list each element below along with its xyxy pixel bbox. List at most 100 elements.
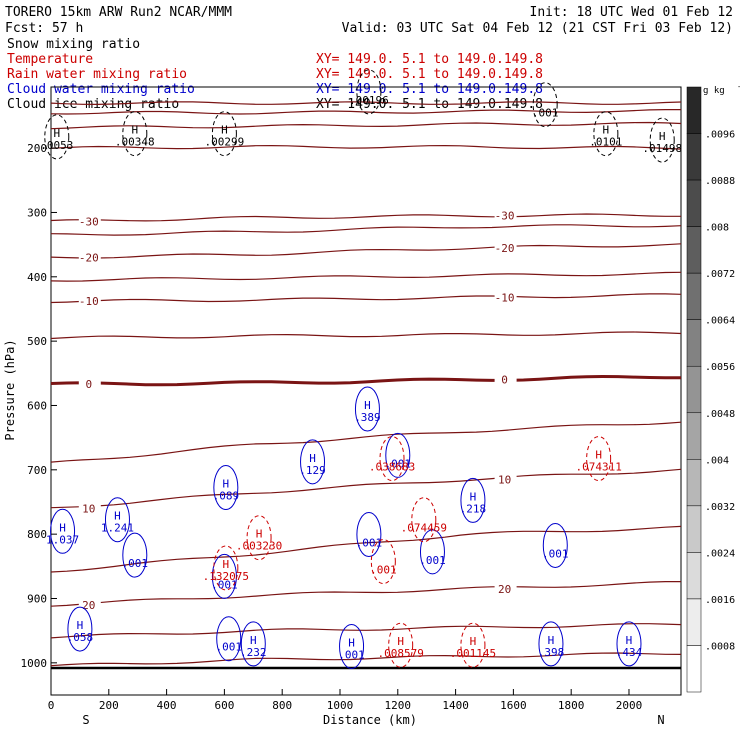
contour-value-label: .01498 (642, 142, 682, 155)
contour-outline (356, 69, 382, 115)
isotherm-label: 0 (501, 374, 508, 387)
contour-outline (542, 522, 568, 568)
contour-outline (213, 465, 239, 511)
contour-outline (211, 111, 237, 157)
x-tick-label: 0 (48, 699, 55, 712)
contour-outline (649, 117, 675, 163)
isotherm-label-bg (494, 241, 517, 254)
contour-value-label: .434 (616, 646, 643, 659)
isotherm-line (50, 224, 682, 236)
legend-xy: XY= 149.0. 5.1 to 149.0.149.8 (316, 67, 543, 82)
isotherm-label-bg (78, 215, 101, 228)
colorbar-segment (686, 86, 702, 134)
isotherm-label: 10 (82, 502, 95, 515)
contour-outline (216, 616, 242, 662)
x-tick-label: 1000 (327, 699, 354, 712)
contour-value-label: .129 (299, 464, 326, 477)
isotherm-line (50, 101, 682, 106)
max-marker-h: H (595, 449, 602, 462)
max-marker-h: H (603, 124, 610, 137)
legend-xy: XY= 149.0. 5.1 to 149.0.149.8 (316, 82, 543, 97)
y-tick-label: 1000 (21, 657, 48, 670)
legend-label: Temperature (7, 52, 93, 67)
contour-value-label: .132075 (203, 570, 249, 583)
y-axis-label: Pressure (hPa) (3, 339, 17, 440)
colorbar-segment (686, 365, 702, 414)
isotherm-label-bg (78, 598, 101, 611)
contour-value-label: .001 (338, 648, 365, 661)
contour-value-label: .00196 (349, 94, 389, 107)
contour-value-label: .089 (213, 490, 240, 503)
contour-outline (50, 508, 76, 554)
x-tick-label: 1600 (500, 699, 527, 712)
colorbar-tick-label: .0008 (705, 641, 735, 652)
colorbar-segment (686, 459, 702, 507)
contour-value-label: 1.037 (46, 533, 79, 546)
isotherm-label-bg (494, 209, 517, 222)
isotherm-line (50, 121, 682, 130)
contour-outline (370, 539, 396, 585)
isotherm-label-bg (494, 473, 517, 486)
isotherm-line (50, 109, 681, 115)
isotherm-label-bg (78, 502, 101, 515)
y-tick-label: 900 (27, 592, 47, 605)
y-tick-label: 600 (27, 399, 47, 412)
x-tick-label: 200 (99, 699, 119, 712)
max-marker-h: H (256, 528, 263, 541)
max-marker-h: H (223, 558, 230, 571)
max-marker-h: H (548, 634, 555, 647)
isotherm-line (50, 374, 681, 387)
contour-outline (379, 436, 405, 482)
legend-label: Cloud water mixing ratio (7, 82, 195, 97)
colorbar-tick-label: .0016 (705, 595, 735, 606)
x-axis-label: Distance (km) (323, 713, 417, 727)
contour-value-label: .0053 (40, 139, 73, 152)
x-tick-label: 1400 (442, 699, 469, 712)
isotherm-label: 0 (85, 378, 92, 391)
contour-value-label: .074311 (575, 461, 621, 474)
contour-outline (240, 621, 266, 667)
y-tick-label: 300 (27, 206, 47, 219)
max-marker-h: H (131, 124, 138, 137)
isotherm-label-bg (78, 378, 101, 391)
contour-value-label: .001 (370, 564, 397, 577)
isotherm-line (50, 623, 682, 639)
contour-value-label: .232 (240, 646, 267, 659)
contour-outline (616, 621, 642, 667)
colorbar-segment (686, 226, 702, 274)
contour-outline (67, 606, 93, 652)
contour-outline (538, 621, 564, 667)
contour-outline (385, 432, 411, 478)
contour-outline (354, 386, 380, 432)
colorbar-segment (686, 505, 702, 553)
isotherm-line (50, 581, 681, 607)
isotherm-label-bg (494, 373, 517, 386)
max-marker-h: H (221, 124, 228, 137)
isotherm-line (50, 652, 682, 667)
contour-value-label: .398 (538, 646, 565, 659)
max-marker-h: H (77, 619, 84, 632)
contour-outline (44, 114, 70, 160)
max-marker-h: H (626, 634, 633, 647)
contour-outline (339, 623, 365, 669)
contour-value-label: .0101 (589, 136, 622, 149)
colorbar-tick-label: .0056 (705, 362, 735, 373)
header-fcst: Fcst: 57 h (5, 21, 83, 36)
contour-value-label: .074459 (401, 522, 447, 535)
contour-value-label: .003230 (236, 540, 282, 553)
contour-value-label: .001145 (450, 647, 496, 660)
colorbar-unit: g kg (703, 86, 725, 96)
max-marker-h: H (397, 635, 404, 648)
x-tick-label: 1800 (558, 699, 585, 712)
colorbar-segment (686, 319, 702, 367)
x-tick-label: 600 (214, 699, 234, 712)
colorbar-tick-label: .0096 (705, 130, 735, 141)
isotherm-label: 10 (498, 473, 511, 486)
contour-outline (213, 545, 239, 591)
contour-outline (246, 515, 272, 561)
max-marker-h: H (59, 521, 66, 534)
isotherm-label-bg (494, 582, 517, 595)
contour-outline (586, 436, 612, 482)
colorbar-tick-label: .008 (705, 223, 729, 234)
colorbar-segment (686, 412, 702, 460)
